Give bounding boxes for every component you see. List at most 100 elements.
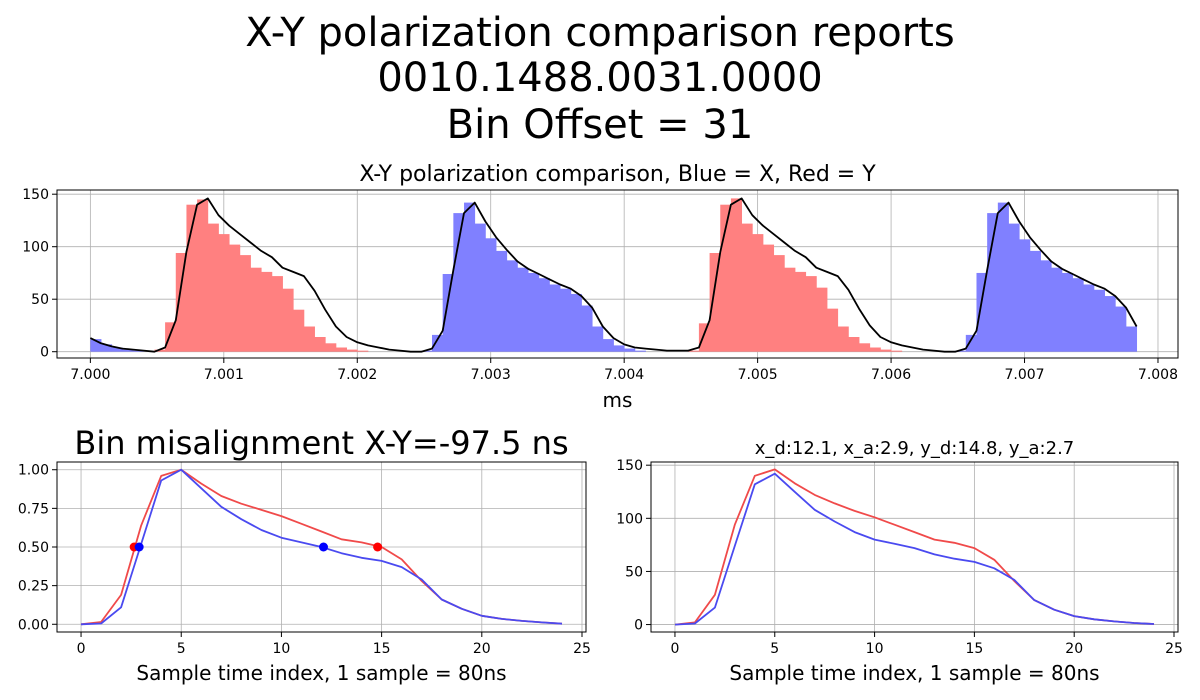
x-tick-label: 7.003: [471, 367, 511, 383]
suptitle-line-2: 0010.1488.0031.0000: [377, 55, 823, 101]
axes-frame: [650, 461, 1179, 633]
y-bin-bar: [175, 253, 187, 352]
polarization-comparison-plot: 7.000 7.001 7.002 7.003 7.004 7.005 7.006 7.007…: [22, 162, 1179, 412]
x-tick-label: 7.006: [871, 367, 911, 383]
x-bin-bar: [1093, 289, 1106, 352]
envelope-line: [90, 197, 1138, 353]
x-bin-bar: [602, 339, 614, 352]
y-bin-bar: [880, 349, 892, 352]
x-bin-bar: [432, 334, 444, 352]
y-bin-bar: [335, 347, 347, 352]
x-bin-bar: [528, 272, 540, 352]
y-bin-bar: [314, 337, 326, 352]
x-bin-bar: [485, 238, 497, 352]
x-bin-bar: [634, 350, 646, 352]
x-bin-bar: [987, 213, 999, 352]
y-bin-bar: [816, 287, 828, 352]
y-tick-label: 150: [22, 187, 49, 203]
y-bin-bar: [730, 198, 743, 352]
y-tick-label: 0.75: [18, 501, 49, 517]
x-bin-bar: [442, 274, 454, 352]
y-bin-bar: [303, 326, 315, 352]
x-bin-bar: [581, 305, 593, 352]
y-bin-bar: [346, 349, 358, 352]
x-tick-label: 0: [670, 641, 679, 657]
y-tick-label: 50: [625, 564, 643, 580]
x-bin-bar: [464, 202, 476, 352]
plot-title: x_d:12.1, x_a:2.9, y_d:14.8, y_a:2.7: [755, 438, 1075, 459]
y-bin-bar: [848, 337, 860, 352]
y-bin-bar: [282, 288, 294, 352]
y-bin-bar: [271, 276, 283, 352]
x-tick-label: 7.008: [1138, 367, 1178, 383]
x-bin-bar: [1061, 272, 1073, 352]
y-bin-bar: [357, 350, 369, 352]
x-bin-bar: [560, 288, 572, 352]
y-tick-label: 150: [616, 458, 643, 474]
x-bin-bar: [111, 347, 123, 352]
x-tick-label: 15: [965, 641, 983, 657]
y-tick-label: 50: [31, 292, 49, 308]
x-axis-label: ms: [603, 388, 633, 412]
x-bin-bar: [133, 350, 145, 352]
y-bin-bar: [261, 271, 273, 352]
y-bin-bar: [741, 223, 753, 352]
y-bin-bar: [794, 271, 807, 352]
y-bin-bar: [805, 276, 817, 352]
x-tick-label: 20: [473, 641, 491, 657]
x-bin-bar: [538, 278, 550, 352]
x-half-max-marker: [134, 542, 144, 552]
x-bin-bar: [122, 349, 134, 352]
y-bin-bar: [752, 234, 764, 352]
x-bin-bar: [1051, 267, 1063, 352]
y-bin-bar: [250, 267, 262, 352]
x-tick-label: 0: [77, 641, 86, 657]
x-bin-bar: [1125, 326, 1138, 352]
x-bin-bar: [453, 213, 465, 352]
x-bin-bar: [997, 202, 1009, 352]
y-bin-bar: [891, 350, 903, 352]
y-bin-bar: [293, 309, 305, 352]
y-bin-bar: [688, 350, 700, 352]
x-tick-label: 20: [1065, 641, 1083, 657]
x-bin-bar: [549, 284, 561, 352]
x-tick-label: 7.007: [1004, 367, 1044, 383]
x-bin-bar: [1115, 306, 1127, 352]
y-bin-bar: [709, 253, 721, 352]
y-tick-label: 100: [22, 240, 49, 256]
bin-misalignment-plot: 0 5 10 15 20 25 0.00 0.25 0.50 0.75 1.00 Bin misali…: [18, 424, 591, 685]
x-bin-bar: [592, 326, 604, 352]
raw-samples-plot: 0 5 10 15 20 25 0 50 100 150 x_d:12.1, x_a:2.9, y_…: [616, 438, 1183, 685]
y-half-max-marker: [373, 542, 383, 552]
y-tick-label: 0.25: [18, 579, 49, 595]
x-bin-bar: [955, 350, 967, 352]
x-tick-label: 7.001: [204, 367, 244, 383]
x-bin-bar: [1083, 284, 1095, 352]
y-bin-bar: [239, 255, 251, 352]
y-tick-label: 0.50: [18, 540, 49, 556]
x-bin-bar: [624, 348, 636, 352]
x-bin-bar: [474, 223, 486, 352]
y-bin-bar: [869, 347, 881, 352]
y-bin-bar: [827, 308, 839, 352]
x-series-line: [674, 472, 1155, 626]
y-bin-bar: [698, 323, 710, 352]
y-tick-label: 0: [634, 618, 643, 634]
x-tick-label: 7.005: [738, 367, 778, 383]
x-bin-bar: [965, 334, 977, 352]
x-bin-bar: [1040, 260, 1052, 352]
y-bin-bar: [218, 234, 230, 352]
y-tick-label: 100: [616, 511, 643, 527]
x-bin-bar: [1019, 239, 1031, 352]
x-tick-label: 7.004: [604, 367, 644, 383]
y-tick-label: 0: [40, 345, 49, 361]
y-tick-label: 0.00: [18, 617, 49, 633]
y-bin-bar: [720, 204, 732, 352]
axes-frame: [56, 189, 1179, 359]
x-bin-bar: [101, 344, 113, 352]
x-bin-bar: [1104, 296, 1116, 352]
y-bin-bar: [197, 199, 209, 352]
y-series-line: [674, 468, 1155, 626]
x-tick-label: 7.002: [337, 367, 377, 383]
